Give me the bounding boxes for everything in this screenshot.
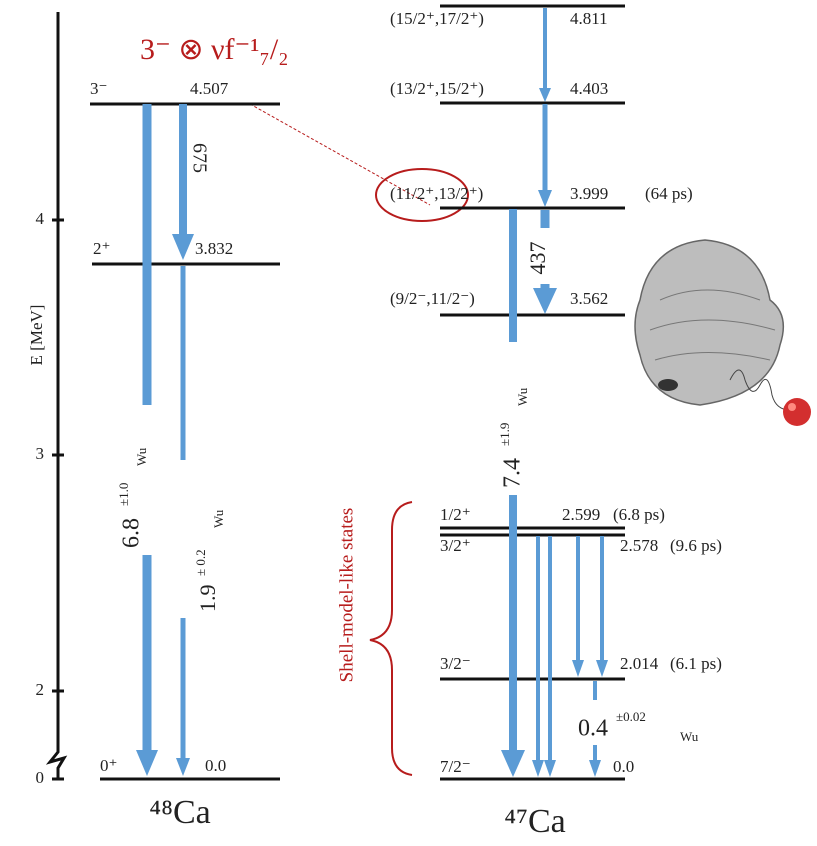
unit: Wu [211, 509, 226, 528]
value: 7.4 [500, 458, 526, 488]
lifetime: (64 ps) [645, 184, 693, 203]
tick-label: 3 [36, 444, 45, 463]
spin: 3⁻ [90, 79, 107, 98]
spin: (11/2⁺,13/2⁺) [390, 184, 483, 203]
tick-label: 0 [36, 768, 45, 787]
energy: 4.811 [570, 9, 608, 28]
b-value: 1.9 ± 0.2 Wu [193, 509, 226, 612]
b-value: 6.8 ±1.0 Wu [116, 447, 149, 548]
value: 6.8 [119, 518, 145, 548]
spin: (9/2⁻,11/2⁻) [390, 289, 475, 308]
spin: 3/2⁺ [440, 536, 471, 555]
error: ± 0.2 [193, 549, 208, 576]
lifetime: (6.8 ps) [613, 505, 665, 524]
tick-label: 4 [36, 209, 45, 228]
lifetime: (9.6 ps) [670, 536, 722, 555]
energy: 2.578 [620, 536, 658, 555]
energy: 4.403 [570, 79, 608, 98]
nucleus-label: ⁴⁸Ca [149, 794, 210, 831]
spin: 0⁺ [100, 756, 117, 775]
ca48-arrows [136, 104, 194, 776]
group-label: Shell-model-like states [336, 508, 357, 683]
axis-label: E [MeV] [27, 305, 46, 366]
lifetime: (6.1 ps) [670, 654, 722, 673]
transition-label: 437 [525, 242, 550, 275]
spin: 1/2⁺ [440, 505, 471, 524]
spin: (15/2⁺,17/2⁺) [390, 9, 484, 28]
energy: 2.599 [562, 505, 600, 524]
energy: 3.999 [570, 184, 608, 203]
energy-axis [50, 12, 64, 780]
nucleus-label: ⁴⁷Ca [504, 803, 565, 840]
spin: 2⁺ [93, 239, 110, 258]
error: ±0.02 [616, 709, 646, 724]
spin: 3/2⁻ [440, 654, 471, 673]
level-scheme: 0 2 3 4 E [MeV] 3⁻ ⊗ νf⁻¹₇/₂ 3⁻ 4.507 2⁺… [0, 0, 817, 846]
energy: 2.014 [620, 654, 659, 673]
b-value: 7.4 ±1.9 Wu [497, 387, 530, 488]
tick-label: 2 [36, 680, 45, 699]
spin: (13/2⁺,15/2⁺) [390, 79, 484, 98]
energy: 3.562 [570, 289, 608, 308]
unit: Wu [680, 729, 699, 744]
energy: 3.832 [195, 239, 233, 258]
energy: 4.507 [190, 79, 229, 98]
unit: Wu [134, 447, 149, 466]
unit: Wu [515, 387, 530, 406]
error: ±1.0 [116, 483, 131, 506]
transition-label: 675 [188, 143, 210, 173]
configuration-label: 3⁻ ⊗ νf⁻¹₇/₂ [140, 33, 289, 66]
energy: 0.0 [205, 756, 226, 775]
spin: 7/2⁻ [440, 757, 471, 776]
brace [370, 502, 412, 775]
nucleus-illustration [635, 240, 811, 426]
value: 0.4 [578, 716, 608, 742]
error: ±1.9 [497, 423, 512, 446]
energy: 0.0 [613, 757, 634, 776]
value: 1.9 [195, 585, 220, 613]
